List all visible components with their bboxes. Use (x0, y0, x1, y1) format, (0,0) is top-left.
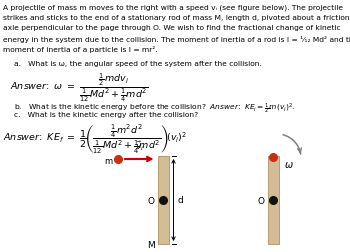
Text: d: d (177, 196, 183, 205)
Text: $\omega$: $\omega$ (284, 159, 293, 169)
Bar (267, 156, 279, 244)
Text: O: O (147, 197, 154, 206)
Text: $Answer\!:\ KE_f\ =\ \dfrac{1}{2}\!\left(\dfrac{\frac{1}{4}m^2d^2}{\frac{1}{12}M: $Answer\!:\ KE_f\ =\ \dfrac{1}{2}\!\left… (3, 122, 187, 155)
Text: O: O (258, 197, 265, 206)
Text: M: M (147, 240, 154, 249)
Text: strikes and sticks to the end of a stationary rod of mass M, length d, pivoted a: strikes and sticks to the end of a stati… (3, 14, 350, 20)
Text: a.   What is ω, the angular speed of the system after the collision.: a. What is ω, the angular speed of the s… (14, 60, 262, 66)
Text: m: m (104, 156, 112, 165)
Text: $\vec{v}_i$: $\vec{v}_i$ (135, 139, 144, 152)
Text: axle perpendicular to the page through O. We wish to find the fractional change : axle perpendicular to the page through O… (3, 25, 341, 31)
Text: c.   What is the kinetic energy after the collision?: c. What is the kinetic energy after the … (14, 112, 198, 118)
Text: b.   What is the kinetic energy before the collision?  $Answer\!:\ KE_i = \frac{: b. What is the kinetic energy before the… (14, 101, 295, 115)
Text: energy in the system due to the collision. The moment of inertia of a rod is I =: energy in the system due to the collisio… (3, 35, 350, 42)
Text: moment of inertia of a particle is I = mr².: moment of inertia of a particle is I = m… (3, 46, 158, 53)
Bar (158, 156, 168, 244)
Text: $Answer\!:\ \omega\ =\ \dfrac{\frac{1}{2}mdv_i}{\frac{1}{12}Md^2+\frac{1}{4}md^2: $Answer\!:\ \omega\ =\ \dfrac{\frac{1}{2… (10, 71, 148, 104)
Text: A projectile of mass m moves to the right with a speed vᵢ (see figure below). Th: A projectile of mass m moves to the righ… (3, 4, 343, 11)
